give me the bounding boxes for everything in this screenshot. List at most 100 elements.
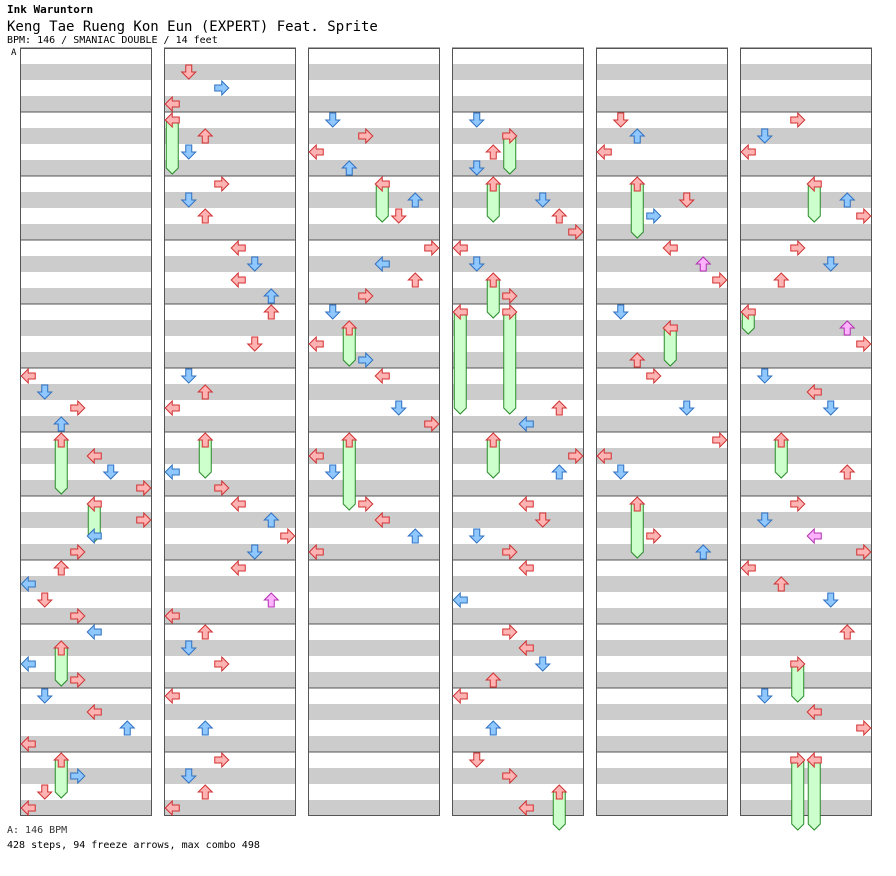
notes-layer	[20, 64, 872, 831]
step-arrow-up	[197, 208, 214, 224]
step-arrow-up	[629, 128, 646, 144]
step-arrow-left	[452, 239, 468, 257]
column-border	[164, 48, 296, 816]
beat-stripe	[164, 192, 296, 208]
step-arrow-up	[197, 784, 214, 800]
beat-stripe	[740, 288, 872, 304]
step-arrow-right	[790, 239, 806, 257]
beat-stripe	[596, 512, 728, 528]
step-arrow-up	[839, 464, 856, 480]
step-arrow-right	[502, 623, 518, 641]
beat-stripe	[740, 480, 872, 496]
column-border	[452, 48, 584, 816]
step-arrow-up	[407, 192, 424, 208]
step-arrow-left	[596, 447, 612, 465]
step-arrow-left	[518, 415, 534, 433]
step-arrow-left	[452, 303, 468, 321]
step-arrow-up	[197, 720, 214, 736]
step-arrow-left	[308, 335, 324, 353]
beat-stripe	[164, 800, 296, 816]
step-arrow-right	[568, 223, 584, 241]
beat-stripe	[596, 192, 728, 208]
beat-stripe	[596, 736, 728, 752]
step-arrow-right	[856, 207, 872, 225]
step-arrow-left	[230, 239, 246, 257]
beat-stripe	[164, 672, 296, 688]
beat-stripe	[452, 64, 584, 80]
beat-stripe	[20, 576, 152, 592]
step-arrow-left	[20, 655, 36, 673]
step-arrow-right	[70, 543, 86, 561]
step-arrow-down	[36, 384, 53, 400]
beat-stripe	[452, 704, 584, 720]
section-label: A	[11, 48, 17, 58]
beat-stripe	[452, 96, 584, 112]
step-arrow-right	[712, 271, 728, 289]
step-arrow-left	[740, 303, 756, 321]
beat-stripe	[164, 704, 296, 720]
beat-stripe	[164, 288, 296, 304]
step-arrow-up	[551, 400, 568, 416]
beat-stripe	[308, 352, 440, 368]
step-arrow-left	[164, 111, 180, 129]
beat-stripe	[452, 416, 584, 432]
step-arrow-right	[790, 751, 806, 769]
step-arrow-down	[612, 464, 629, 480]
beat-stripe	[452, 256, 584, 272]
step-arrow-down	[102, 464, 119, 480]
step-arrow-up	[407, 528, 424, 544]
beat-stripe	[20, 544, 152, 560]
beat-stripe	[308, 672, 440, 688]
beat-stripe	[20, 128, 152, 144]
beat-stripe	[20, 192, 152, 208]
beat-stripe	[308, 736, 440, 752]
step-arrow-down	[390, 400, 407, 416]
step-arrow-right	[70, 399, 86, 417]
beat-stripe	[740, 192, 872, 208]
freeze-arrow	[342, 439, 356, 511]
step-arrow-up	[263, 304, 280, 320]
step-arrow-down	[822, 256, 839, 272]
beat-stripe	[308, 128, 440, 144]
beat-stripe	[596, 384, 728, 400]
beat-stripe	[308, 288, 440, 304]
beat-stripe	[20, 672, 152, 688]
beat-stripe	[164, 352, 296, 368]
freeze-arrow	[630, 183, 644, 239]
beat-stripe	[308, 256, 440, 272]
beat-stripe	[308, 448, 440, 464]
step-arrow-up	[485, 272, 502, 288]
step-arrow-up	[197, 384, 214, 400]
freeze-arrow	[791, 759, 805, 831]
beat-stripe	[596, 544, 728, 560]
chart-column-6	[740, 47, 872, 816]
step-arrow-right	[646, 367, 662, 385]
step-arrow-right	[214, 751, 230, 769]
beat-stripe	[164, 128, 296, 144]
step-arrow-left	[164, 399, 180, 417]
beat-stripe	[164, 416, 296, 432]
beat-stripe	[596, 320, 728, 336]
step-arrow-right	[856, 335, 872, 353]
beat-stripe	[308, 96, 440, 112]
step-arrow-up	[773, 272, 790, 288]
step-arrow-up	[197, 432, 214, 448]
step-arrow-left	[164, 687, 180, 705]
beat-stripe	[20, 768, 152, 784]
step-arrow-right	[424, 239, 440, 257]
step-arrow-down	[180, 768, 197, 784]
beat-stripe	[452, 736, 584, 752]
step-arrow-up	[773, 432, 790, 448]
step-arrow-up	[629, 352, 646, 368]
beat-stripe	[20, 608, 152, 624]
step-arrow-down	[678, 192, 695, 208]
beat-stripe	[740, 96, 872, 112]
step-arrow-down	[534, 656, 551, 672]
step-arrow-left	[230, 559, 246, 577]
step-arrow-left	[86, 447, 102, 465]
step-arrow-up	[485, 432, 502, 448]
beat-stripe	[452, 512, 584, 528]
step-arrow-right	[646, 207, 662, 225]
beat-stripe	[740, 128, 872, 144]
step-arrow-right	[568, 447, 584, 465]
